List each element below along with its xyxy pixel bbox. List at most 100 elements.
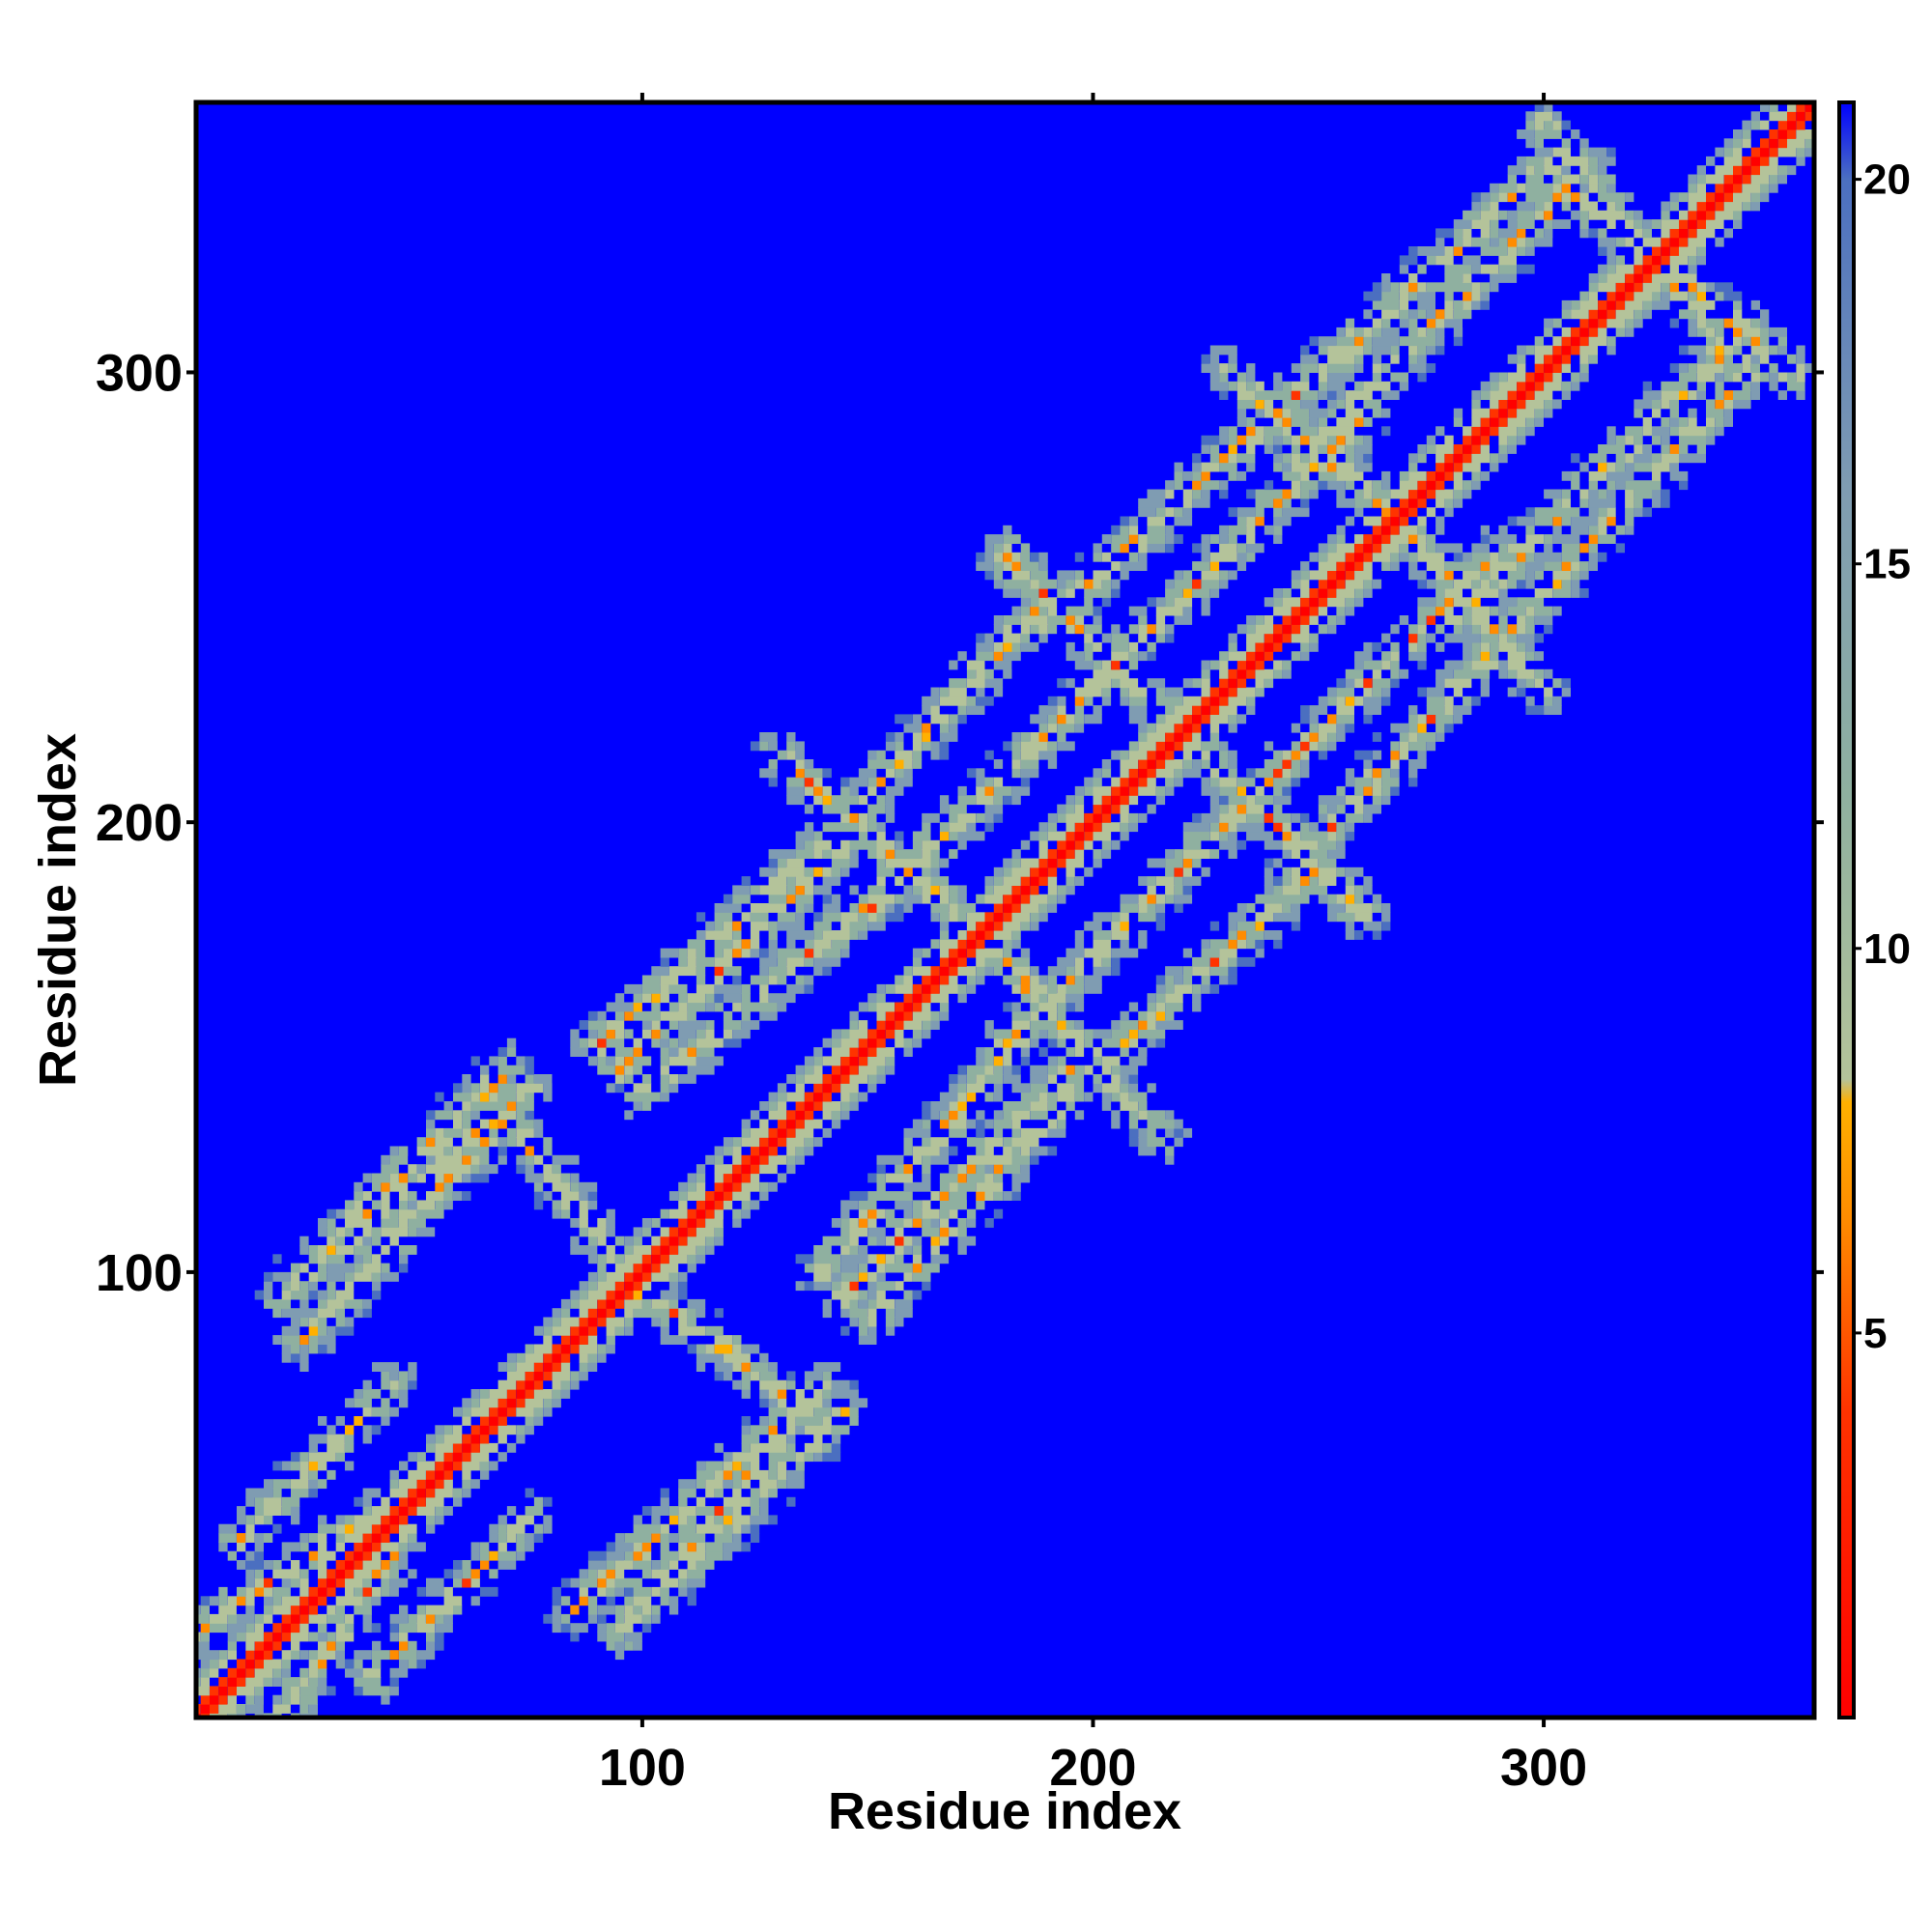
heatmap-cell [354, 1659, 363, 1669]
heatmap-cell [1534, 570, 1544, 581]
heatmap-cell [1426, 714, 1436, 724]
heatmap-cell [614, 1010, 625, 1021]
heatmap-cell [587, 1352, 598, 1363]
heatmap-cell [1381, 426, 1391, 437]
heatmap-cell [1417, 624, 1427, 635]
heatmap-cell [1796, 354, 1805, 364]
heatmap-cell [1101, 822, 1121, 833]
heatmap-cell [741, 1344, 760, 1354]
heatmap-cell [1300, 390, 1319, 400]
heatmap-cell [597, 1065, 615, 1075]
heatmap-cell [813, 1263, 832, 1273]
heatmap-cell [741, 1181, 760, 1192]
heatmap-cell [1715, 417, 1724, 427]
heatmap-cell [1201, 579, 1220, 589]
heatmap-cell [1264, 777, 1274, 787]
heatmap-cell [1498, 552, 1517, 562]
heatmap-cell [732, 1479, 742, 1490]
heatmap-cell [570, 1029, 580, 1039]
heatmap-cell [966, 696, 977, 706]
heatmap-cell [1615, 264, 1634, 274]
heatmap-cell [696, 1344, 706, 1354]
heatmap-cell [976, 948, 1004, 958]
heatmap-cell [732, 1362, 742, 1372]
heatmap-cell [858, 1047, 868, 1057]
heatmap-cell [768, 1488, 778, 1498]
heatmap-cell [651, 1515, 661, 1525]
heatmap-cell [1354, 327, 1364, 337]
heatmap-cell [1336, 570, 1346, 581]
heatmap-cell [1463, 453, 1472, 464]
heatmap-cell [966, 1119, 977, 1129]
heatmap-cell [696, 1469, 715, 1480]
heatmap-cell [1065, 678, 1075, 689]
heatmap-cell [1057, 849, 1066, 859]
heatmap-cell [1291, 570, 1301, 581]
heatmap-cell [1598, 318, 1607, 328]
heatmap-cell [1111, 777, 1121, 787]
heatmap-cell [1517, 228, 1526, 239]
heatmap-cell [831, 1389, 859, 1399]
heatmap-cell [1327, 696, 1337, 706]
heatmap-cell [1723, 408, 1733, 418]
heatmap-cell [1201, 975, 1210, 985]
heatmap-cell [218, 1586, 228, 1597]
heatmap-cell [1047, 1056, 1058, 1066]
heatmap-cell [1228, 641, 1237, 652]
heatmap-cell [335, 1308, 345, 1319]
heatmap-cell [1327, 849, 1346, 859]
heatmap-cell [1426, 309, 1436, 320]
heatmap-cell [1318, 561, 1337, 571]
heatmap-cell [1047, 822, 1058, 833]
heatmap-cell [1571, 192, 1580, 203]
heatmap-cell [1363, 336, 1373, 347]
heatmap-cell [489, 1550, 498, 1561]
heatmap-cell [732, 921, 742, 931]
heatmap-cell [516, 1137, 526, 1148]
heatmap-cell [1273, 606, 1292, 616]
heatmap-cell [849, 1047, 859, 1057]
heatmap-cell [533, 1496, 544, 1507]
heatmap-cell [281, 1632, 291, 1642]
heatmap-cell [1345, 318, 1355, 328]
heatmap-cell [1336, 678, 1346, 689]
heatmap-cell [1101, 633, 1112, 643]
heatmap-cell [804, 777, 814, 787]
heatmap-cell [912, 714, 923, 724]
heatmap-cell [1318, 444, 1328, 454]
heatmap-cell [813, 930, 823, 940]
heatmap-cell [1246, 930, 1264, 940]
heatmap-cell [660, 1317, 669, 1327]
heatmap-cell [1471, 291, 1481, 301]
heatmap-cell [1138, 651, 1148, 662]
heatmap-cell [1534, 615, 1553, 625]
heatmap-cell [633, 1065, 642, 1075]
heatmap-cell [867, 993, 877, 1004]
heatmap-cell [714, 1164, 733, 1175]
heatmap-cell [624, 1236, 634, 1246]
heatmap-cell [624, 1586, 634, 1597]
heatmap-cell [1345, 480, 1355, 491]
heatmap-cell [1264, 876, 1274, 886]
heatmap-cell [1128, 1037, 1139, 1048]
heatmap-cell [678, 1496, 688, 1507]
heatmap-cell [1111, 1029, 1129, 1039]
heatmap-cell [1544, 363, 1553, 373]
heatmap-cell [1661, 255, 1670, 266]
heatmap-cell [1282, 462, 1292, 472]
heatmap-cell [957, 831, 985, 841]
heatmap-cell [885, 1029, 895, 1039]
heatmap-cell [1381, 309, 1400, 320]
heatmap-cell [1525, 525, 1535, 535]
heatmap-cell [1804, 363, 1814, 373]
heatmap-cell [1652, 489, 1662, 499]
heatmap-cell [651, 1020, 661, 1030]
heatmap-cell [443, 1101, 453, 1111]
heatmap-cell [1345, 903, 1373, 913]
heatmap-cell [750, 1469, 769, 1480]
heatmap-cell [1192, 858, 1202, 868]
heatmap-cell [660, 1496, 669, 1507]
heatmap-cell [1165, 966, 1183, 977]
heatmap-cell [453, 1110, 463, 1121]
heatmap-cell [1228, 696, 1247, 706]
